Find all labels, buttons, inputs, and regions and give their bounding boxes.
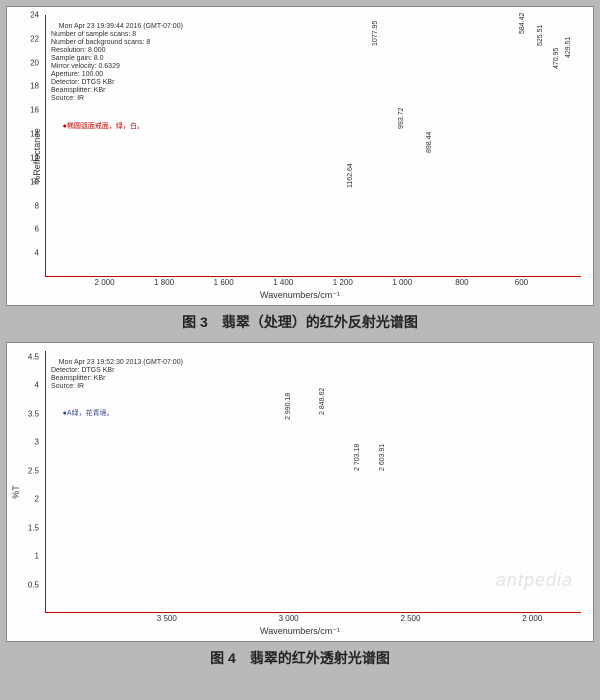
figure-3-meta: Mon Apr 23 19:39:44 2016 (GMT-07:00) Num…: [51, 15, 183, 155]
figure-3-xlabel: Wavenumbers/cm⁻¹: [260, 290, 340, 301]
xtick: 2 000: [95, 278, 115, 287]
ytick: 1: [35, 552, 39, 561]
ytick: 16: [30, 106, 39, 115]
figure-3: Mon Apr 23 19:39:44 2016 (GMT-07:00) Num…: [6, 6, 594, 306]
ytick: 3.5: [28, 409, 39, 418]
ytick: 24: [30, 11, 39, 20]
peak-label: 898.44: [426, 131, 433, 152]
ytick: 0.5: [28, 580, 39, 589]
ytick: 2.5: [28, 466, 39, 475]
xtick: 1 200: [333, 278, 353, 287]
peak-label: 1162.64: [347, 163, 354, 188]
figure-4-xlabel: Wavenumbers/cm⁻¹: [260, 626, 340, 637]
peak-label: 2 990.18: [285, 393, 292, 420]
xtick: 1 000: [392, 278, 412, 287]
xtick: 3 000: [279, 614, 299, 623]
peak-label: 2 848.62: [319, 387, 326, 414]
xtick: 2 000: [522, 614, 542, 623]
xtick: 3 500: [157, 614, 177, 623]
xtick: 1 600: [214, 278, 234, 287]
peak-label: 1077.95: [372, 20, 379, 45]
figure-3-xticks: 2 000 1 800 1 600 1 400 1 200 1 000 800 600: [45, 278, 581, 290]
xtick: 2 500: [400, 614, 420, 623]
ytick: 20: [30, 58, 39, 67]
meta-text: Mon Apr 23 19:39:44 2016 (GMT-07:00) Num…: [51, 23, 183, 102]
peak-label: 525.51: [537, 24, 544, 45]
ytick: 1.5: [28, 523, 39, 532]
figure-4-xticks: 3 500 3 000 2 500 2 000: [45, 614, 581, 626]
figure-4: Mon Apr 23 19:52:30 2013 (GMT-07:00) Det…: [6, 342, 594, 642]
figure-4-yticks: 0.5 1 1.5 2 2.5 3 3.5 4 4.5: [7, 351, 43, 613]
sample-label: 椭圆弧面戒面，绿，白。: [67, 123, 144, 130]
ytick: 10: [30, 177, 39, 186]
ytick: 14: [30, 130, 39, 139]
figure-3-caption: 图 3 翡翠（处理）的红外反射光谱图: [6, 312, 594, 332]
peak-label: 2 703.18: [354, 444, 361, 471]
peak-label: 470.95: [553, 48, 560, 69]
watermark: antpedia: [496, 570, 573, 591]
peak-label: 993.72: [398, 107, 405, 128]
ytick: 4: [35, 381, 39, 390]
ytick: 18: [30, 82, 39, 91]
figure-3-yticks: 4681012141618202224: [7, 15, 43, 277]
xtick: 1 800: [154, 278, 174, 287]
ytick: 12: [30, 153, 39, 162]
meta-text-4: Mon Apr 23 19:52:30 2013 (GMT-07:00) Det…: [51, 359, 183, 390]
figure-4-meta: Mon Apr 23 19:52:30 2013 (GMT-07:00) Det…: [51, 351, 183, 443]
ytick: 8: [35, 201, 39, 210]
peak-label: 2 603.91: [379, 444, 386, 471]
xtick: 800: [455, 278, 468, 287]
ytick: 4: [35, 249, 39, 258]
xtick: 1 400: [273, 278, 293, 287]
ytick: 2: [35, 495, 39, 504]
ytick: 6: [35, 225, 39, 234]
ytick: 4.5: [28, 352, 39, 361]
ytick: 3: [35, 438, 39, 447]
peak-label: 429.51: [565, 36, 572, 57]
figure-4-caption: 图 4 翡翠的红外透射光谱图: [6, 648, 594, 668]
sample-label-4: A绿，花青境。: [67, 410, 114, 417]
ytick: 22: [30, 34, 39, 43]
peak-label: 584.42: [519, 12, 526, 33]
xtick: 600: [515, 278, 528, 287]
